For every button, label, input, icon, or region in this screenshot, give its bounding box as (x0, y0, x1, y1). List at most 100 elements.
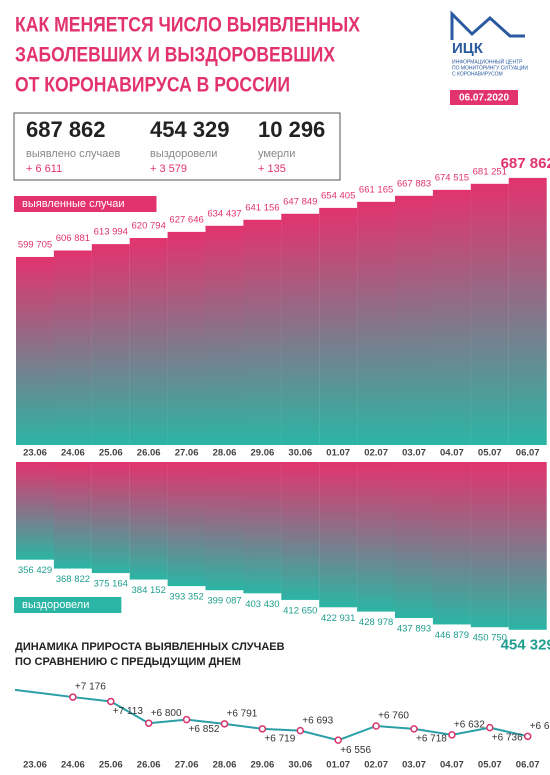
value-label: 627 646 (169, 214, 203, 225)
bar (167, 462, 206, 587)
value-label: 647 849 (283, 196, 317, 207)
marker (334, 736, 342, 744)
value-label: 613 994 (94, 227, 128, 238)
x-tick-label: 02.07 (364, 760, 388, 771)
value-label: +7 176 (75, 682, 106, 693)
x-tick-label: 06.07 (516, 760, 540, 771)
x-tick-label: 30.06 (288, 760, 312, 771)
value-label: 356 429 (18, 565, 52, 576)
value-label: +6 800 (151, 708, 182, 719)
x-tick-label: 06.07 (516, 448, 540, 459)
bar (167, 231, 206, 445)
value-label: 393 352 (169, 592, 203, 603)
marker (69, 693, 77, 701)
marker (107, 697, 115, 706)
value-label: 661 165 (359, 184, 393, 195)
x-tick-label: 27.06 (175, 448, 199, 459)
x-tick-label: 02.07 (364, 448, 388, 459)
value-label: 375 164 (94, 579, 128, 590)
bar (53, 462, 92, 569)
stat-value: 454 329 (150, 117, 230, 142)
value-label: 667 883 (397, 178, 431, 189)
x-tick-label: 26.06 (137, 760, 161, 771)
x-tick-label: 28.06 (213, 448, 237, 459)
legend-box (14, 196, 157, 212)
marker (296, 726, 305, 735)
marker (448, 731, 456, 739)
x-tick-label: 26.06 (137, 448, 161, 459)
value-label: 606 881 (56, 233, 90, 244)
legend-label: выздоровели (22, 599, 89, 611)
value-label: 450 750 (473, 633, 507, 644)
x-tick-label: 30.06 (288, 448, 312, 459)
x-tick-label: 03.07 (402, 448, 426, 459)
bar (243, 219, 282, 445)
date-box (450, 90, 518, 105)
value-label: 654 405 (321, 190, 355, 201)
value-label: +6 791 (227, 708, 258, 719)
chart-title: ДИНАМИКА ПРИРОСТА ВЫЯВЛЕННЫХ СЛУЧАЕВ (15, 641, 285, 653)
marker (258, 725, 267, 733)
title-line: ОТ КОРОНАВИРУСА В РОССИИ (15, 74, 290, 97)
value-label: +7 113 (113, 706, 144, 717)
value-label: 634 437 (207, 208, 241, 219)
value-label: 674 515 (435, 172, 469, 183)
stat-label: умерли (258, 148, 295, 160)
x-tick-label: 03.07 (402, 760, 426, 771)
value-label: +6 611 (530, 721, 550, 732)
title-line: ЗАБОЛЕВШИХ И ВЫЗДОРОВЕВШИХ (15, 44, 335, 67)
x-tick-label: 29.06 (251, 760, 275, 771)
stat-change: + 3 579 (150, 163, 187, 175)
bar (281, 462, 320, 600)
value-label: 446 879 (435, 630, 469, 641)
value-label: 454 329 (501, 637, 550, 654)
line (14, 688, 528, 742)
x-tick-label: 29.06 (251, 448, 275, 459)
value-label: 422 931 (321, 613, 355, 624)
value-label: +6 556 (340, 745, 371, 756)
bar (205, 225, 244, 445)
marker (220, 720, 229, 728)
bar (53, 250, 92, 445)
value-label: 368 822 (56, 574, 90, 585)
x-tick-label: 01.07 (326, 448, 350, 459)
value-label: 681 251 (473, 166, 507, 177)
value-label: +6 760 (378, 711, 409, 722)
bar (470, 183, 509, 446)
logo-text: ПО МОНИТОРИНГУ СИТУАЦИИ (452, 65, 528, 71)
marker (410, 725, 418, 733)
value-label: +6 693 (302, 715, 333, 726)
bar (432, 462, 471, 625)
bar (16, 256, 54, 445)
bar (205, 462, 244, 591)
value-label: +6 719 (264, 733, 295, 744)
title-line: КАК МЕНЯЕТСЯ ЧИСЛО ВЫЯВЛЕННЫХ (15, 14, 360, 37)
x-tick-label: 25.06 (99, 448, 123, 459)
logo-text: ИНФОРМАЦИОННЫЙ ЦЕНТР (452, 57, 523, 65)
marker (523, 732, 532, 741)
stat-label: выявлено случаев (26, 148, 120, 160)
value-label: 399 087 (207, 596, 241, 607)
date: 06.07.2020 (459, 93, 509, 104)
stat-value: 687 862 (26, 117, 106, 142)
value-label: 403 430 (245, 599, 279, 610)
value-label: 384 152 (132, 585, 166, 596)
x-tick-label: 27.06 (175, 760, 199, 771)
x-tick-label: 28.06 (213, 760, 237, 771)
x-tick-label: 04.07 (440, 760, 464, 771)
bar (91, 244, 130, 445)
x-tick-label: 23.06 (23, 448, 47, 459)
stat-change: + 135 (258, 163, 286, 175)
value-label: 599 705 (18, 239, 52, 250)
bar (129, 462, 168, 580)
marker (372, 722, 380, 730)
value-label: +6 852 (189, 724, 220, 735)
x-tick-label: 23.06 (23, 760, 47, 771)
value-label: 412 650 (283, 605, 317, 616)
bar (319, 462, 358, 608)
stat-label: выздоровели (150, 148, 217, 160)
bar (91, 462, 130, 574)
x-tick-label: 01.07 (326, 760, 350, 771)
